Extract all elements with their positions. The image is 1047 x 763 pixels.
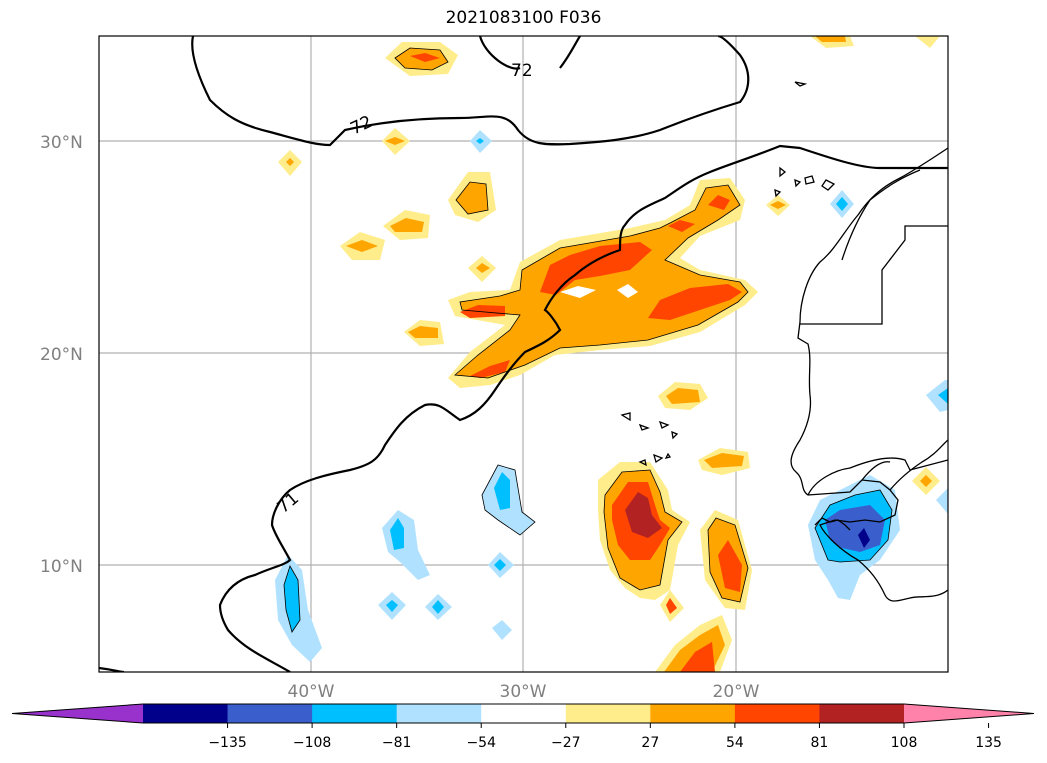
colorbar-tick-label: −135 — [208, 735, 246, 751]
field-band-red — [668, 220, 695, 232]
contour-72-east — [559, 36, 581, 69]
colorbar-outline — [11, 703, 1035, 724]
lon-label-20w: 20°W — [713, 682, 760, 702]
map-frame — [98, 35, 949, 673]
field-blob — [704, 453, 744, 468]
field-blob — [936, 488, 948, 514]
field-blob-blue — [386, 600, 398, 612]
field-blob — [680, 642, 715, 672]
colorbar-extend-high — [904, 704, 1034, 723]
colorbar-ticks: −135 −108 −81 −54 −27 27 54 81 108 135 — [208, 723, 1002, 751]
colorbar-tick-label: −81 — [382, 735, 412, 751]
field-band-red — [540, 242, 652, 295]
colorbar-tick-label: −27 — [551, 735, 581, 751]
field-blob — [920, 475, 932, 487]
coastline-africa — [790, 147, 948, 602]
border-sahara — [841, 169, 921, 261]
colorbar-swatch — [819, 704, 905, 723]
lon-labels: 40°W 30°W 20°W — [288, 682, 760, 702]
map-title: 2021083100 F036 — [445, 8, 602, 28]
field-blob — [408, 326, 438, 338]
field-blob — [390, 218, 424, 232]
coastline-canaries — [774, 81, 836, 198]
field-hole — [560, 286, 596, 298]
field-blob-south — [625, 492, 662, 538]
colorbar-tick-label: 27 — [641, 735, 659, 751]
field-blob — [410, 53, 440, 62]
field-blob-blue — [432, 600, 444, 614]
colorbar — [11, 703, 1035, 724]
field-blob-blue — [492, 620, 512, 640]
lat-labels: 30°N 20°N 10°N — [40, 133, 83, 577]
field-blob — [915, 36, 940, 48]
field-blob-africa — [858, 528, 870, 548]
colorbar-extend-low — [12, 704, 143, 723]
colorbar-swatch — [734, 704, 820, 723]
colorbar-swatch — [650, 704, 736, 723]
field-blob-africa — [825, 505, 885, 552]
thin-contours — [283, 47, 893, 633]
coastlines — [620, 81, 948, 602]
field-band-red — [708, 195, 730, 210]
colorbar-swatch — [481, 704, 567, 723]
field-blob — [770, 201, 786, 209]
field-blob-blue — [284, 566, 300, 632]
field-blob-blue — [494, 559, 506, 571]
field-band-red — [648, 284, 742, 320]
lat-label-20n: 20°N — [40, 345, 83, 365]
field-blob — [666, 388, 700, 404]
lon-label-40w: 40°W — [288, 682, 335, 702]
field-band-red — [470, 360, 510, 378]
colorbar-tick-label: −108 — [293, 735, 331, 751]
colorbar-swatch — [396, 704, 482, 723]
field-blob — [926, 380, 948, 412]
lon-label-30w: 30°W — [500, 682, 547, 702]
colorbar-tick-label: −54 — [466, 735, 496, 751]
border-guinea — [861, 461, 891, 481]
contour-72-west — [478, 36, 521, 70]
field-blob — [836, 197, 848, 211]
field-blob — [938, 388, 948, 404]
field-blob — [385, 137, 405, 145]
field-blob — [476, 138, 484, 144]
border-mauritania — [800, 225, 948, 325]
field-band-orange — [455, 185, 748, 378]
coastline-africa-inner — [889, 439, 948, 491]
field-blob — [815, 36, 846, 42]
field-blob — [476, 263, 490, 273]
coastline-capeverde — [620, 412, 679, 467]
colorbar-tick-label: 81 — [811, 735, 829, 751]
coastline-bissau — [814, 517, 851, 531]
field-hole — [617, 284, 638, 298]
colorbar-swatch — [143, 704, 229, 723]
colorbar-tick-label: 54 — [726, 735, 744, 751]
lat-label-10n: 10°N — [40, 557, 83, 577]
field-blob — [666, 598, 677, 614]
field-blob-blue — [390, 518, 404, 550]
lat-label-30n: 30°N — [40, 133, 83, 153]
filled-contours — [275, 36, 948, 672]
colorbar-swatch — [565, 704, 651, 723]
field-blob-blue — [494, 472, 510, 510]
border-mali — [807, 457, 948, 496]
field-blob — [286, 158, 294, 166]
contour-label-72-top: 72 — [511, 61, 533, 81]
colorbar-swatch — [312, 704, 398, 723]
contour-72-north — [191, 36, 750, 147]
field-blob — [718, 540, 742, 592]
field-blob — [346, 240, 378, 252]
colorbar-swatch — [227, 704, 313, 723]
colorbar-tick-label: 135 — [975, 735, 1002, 751]
colorbar-tick-label: 108 — [891, 735, 918, 751]
